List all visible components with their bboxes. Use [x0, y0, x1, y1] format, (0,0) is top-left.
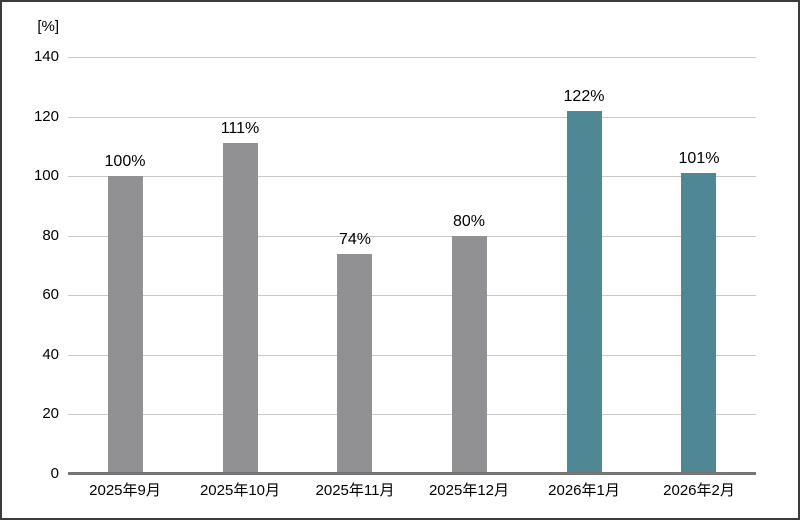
x-axis-category-label: 2025年10月: [199, 482, 281, 499]
bar-value-label: 101%: [678, 150, 720, 167]
gridline: [68, 176, 756, 177]
gridline: [68, 414, 756, 415]
y-axis-unit-label: [%]: [37, 18, 59, 35]
gridline: [68, 295, 756, 296]
gridline: [68, 57, 756, 58]
x-axis-category-label: 2025年11月: [315, 482, 395, 499]
gridline: [68, 236, 756, 237]
bar-2026年1月: [567, 111, 602, 474]
bar-2025年9月: [108, 176, 143, 474]
x-axis-category-label: 2025年9月: [89, 482, 161, 499]
y-axis-tick-label: 120: [33, 108, 59, 125]
bar-2025年11月: [337, 254, 372, 474]
bar-value-label: 111%: [220, 120, 260, 137]
bar-2025年10月: [223, 143, 258, 474]
y-axis-tick-label: 60: [42, 286, 59, 303]
x-axis-category-label: 2025年12月: [428, 482, 510, 499]
gridline: [68, 355, 756, 356]
y-axis-tick-label: 100: [33, 167, 59, 184]
bar-2026年2月: [681, 173, 716, 474]
y-axis-tick-label: 80: [42, 227, 59, 244]
y-axis-tick-label: 0: [50, 465, 59, 482]
bar-2025年12月: [452, 236, 487, 474]
bar-value-label: 122%: [563, 88, 605, 105]
x-axis-line: [68, 472, 756, 475]
bar-value-label: 100%: [104, 153, 146, 170]
y-axis-tick-label: 140: [33, 48, 59, 65]
x-axis-category-label: 2026年2月: [663, 482, 735, 499]
y-axis-tick-label: 40: [42, 346, 59, 363]
gridline: [68, 117, 756, 118]
x-axis-category-label: 2026年1月: [548, 482, 620, 499]
bar-value-label: 74%: [338, 231, 372, 248]
bar-value-label: 80%: [452, 213, 486, 230]
y-axis-tick-label: 20: [42, 405, 59, 422]
